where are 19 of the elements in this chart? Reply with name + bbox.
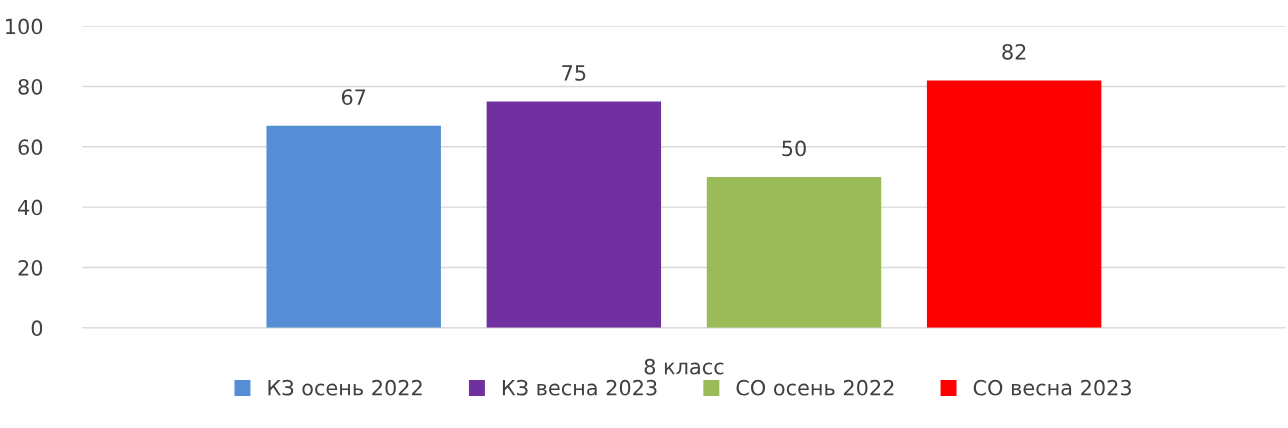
y-tick-label: 60: [18, 139, 43, 156]
bar: [926, 80, 1102, 328]
y-tick-label: 0: [31, 320, 43, 337]
bar: [486, 101, 662, 328]
data-label: 50: [782, 140, 806, 157]
legend-label: КЗ весна 2023: [502, 379, 657, 396]
y-tick-label: 80: [18, 78, 43, 95]
y-tick-label: 100: [6, 18, 43, 35]
legend-label: СО весна 2023: [973, 379, 1131, 396]
data-label: 75: [562, 65, 586, 81]
y-tick-label: 20: [18, 259, 43, 276]
data-label: 82: [1002, 43, 1026, 60]
y-tick-label: 40: [18, 199, 43, 216]
x-tick-label: 8 класс: [644, 358, 724, 375]
bar: [706, 176, 882, 328]
legend-label: КЗ осень 2022: [268, 379, 422, 396]
legend-label: СО осень 2022: [736, 379, 894, 396]
data-label: 67: [341, 89, 366, 105]
bar: [266, 125, 441, 328]
